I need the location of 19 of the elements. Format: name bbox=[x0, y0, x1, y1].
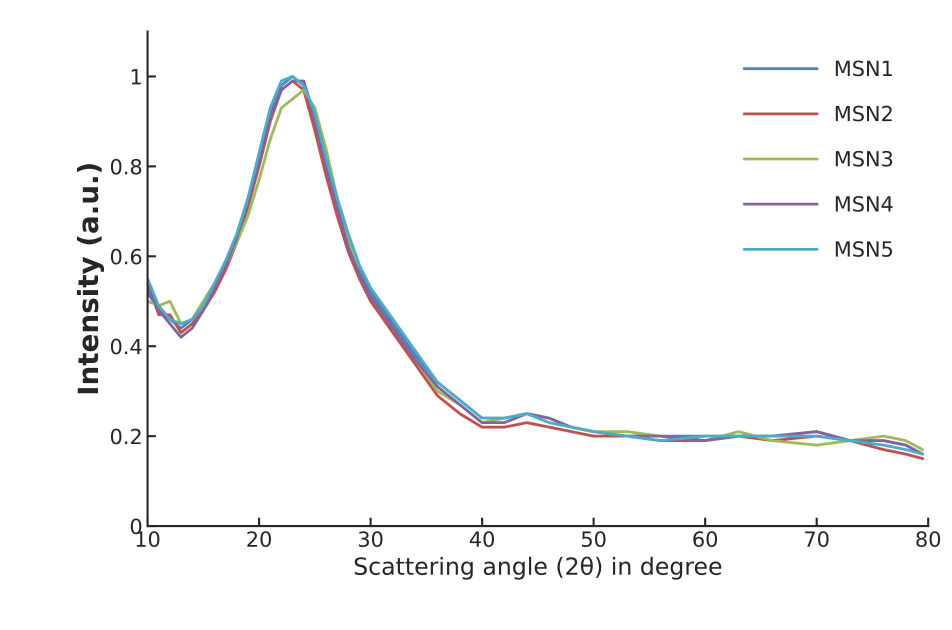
y-tick-label: 0.8 bbox=[110, 158, 142, 175]
y-tick-label: 0.6 bbox=[110, 248, 142, 265]
x-tick-label: 30 bbox=[358, 531, 382, 548]
x-axis-title: Scattering angle (2θ) in degree bbox=[354, 556, 722, 580]
x-tick-label: 50 bbox=[582, 531, 606, 548]
legend-label: MSN3 bbox=[836, 150, 892, 167]
legend-label: MSN5 bbox=[836, 241, 892, 257]
x-tick-label: 20 bbox=[247, 531, 271, 548]
y-tick-label: 1 bbox=[132, 69, 141, 84]
y-axis-title: Intensity (a.u.) bbox=[76, 164, 104, 394]
x-tick-label: 80 bbox=[916, 531, 940, 548]
x-tick-label: 60 bbox=[693, 531, 718, 548]
legend-label: MSN1 bbox=[836, 60, 892, 76]
legend-label: MSN4 bbox=[836, 196, 893, 212]
x-tick-label: 40 bbox=[470, 531, 494, 548]
legend-label: MSN2 bbox=[836, 106, 892, 122]
y-tick-label: 0.2 bbox=[110, 428, 141, 444]
x-tick-label: 70 bbox=[805, 531, 829, 548]
y-tick-label: 0.4 bbox=[110, 338, 142, 354]
